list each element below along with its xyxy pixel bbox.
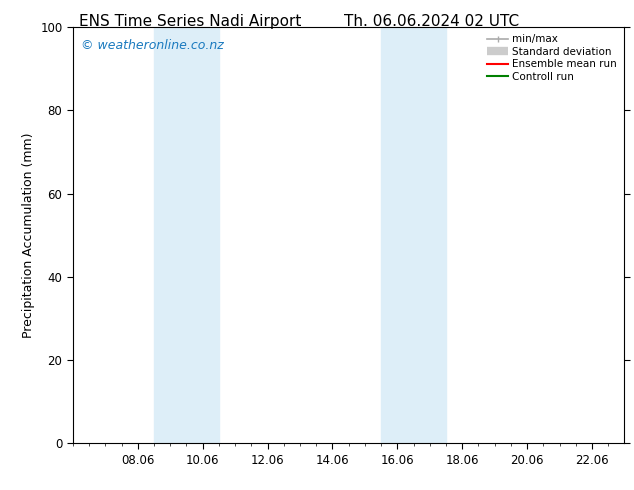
Text: Th. 06.06.2024 02 UTC: Th. 06.06.2024 02 UTC <box>344 14 519 29</box>
Y-axis label: Precipitation Accumulation (mm): Precipitation Accumulation (mm) <box>22 132 35 338</box>
Text: © weatheronline.co.nz: © weatheronline.co.nz <box>81 40 224 52</box>
Bar <box>154 27 219 443</box>
Legend: min/max, Standard deviation, Ensemble mean run, Controll run: min/max, Standard deviation, Ensemble me… <box>486 32 619 84</box>
Text: ENS Time Series Nadi Airport: ENS Time Series Nadi Airport <box>79 14 301 29</box>
Bar <box>381 27 446 443</box>
